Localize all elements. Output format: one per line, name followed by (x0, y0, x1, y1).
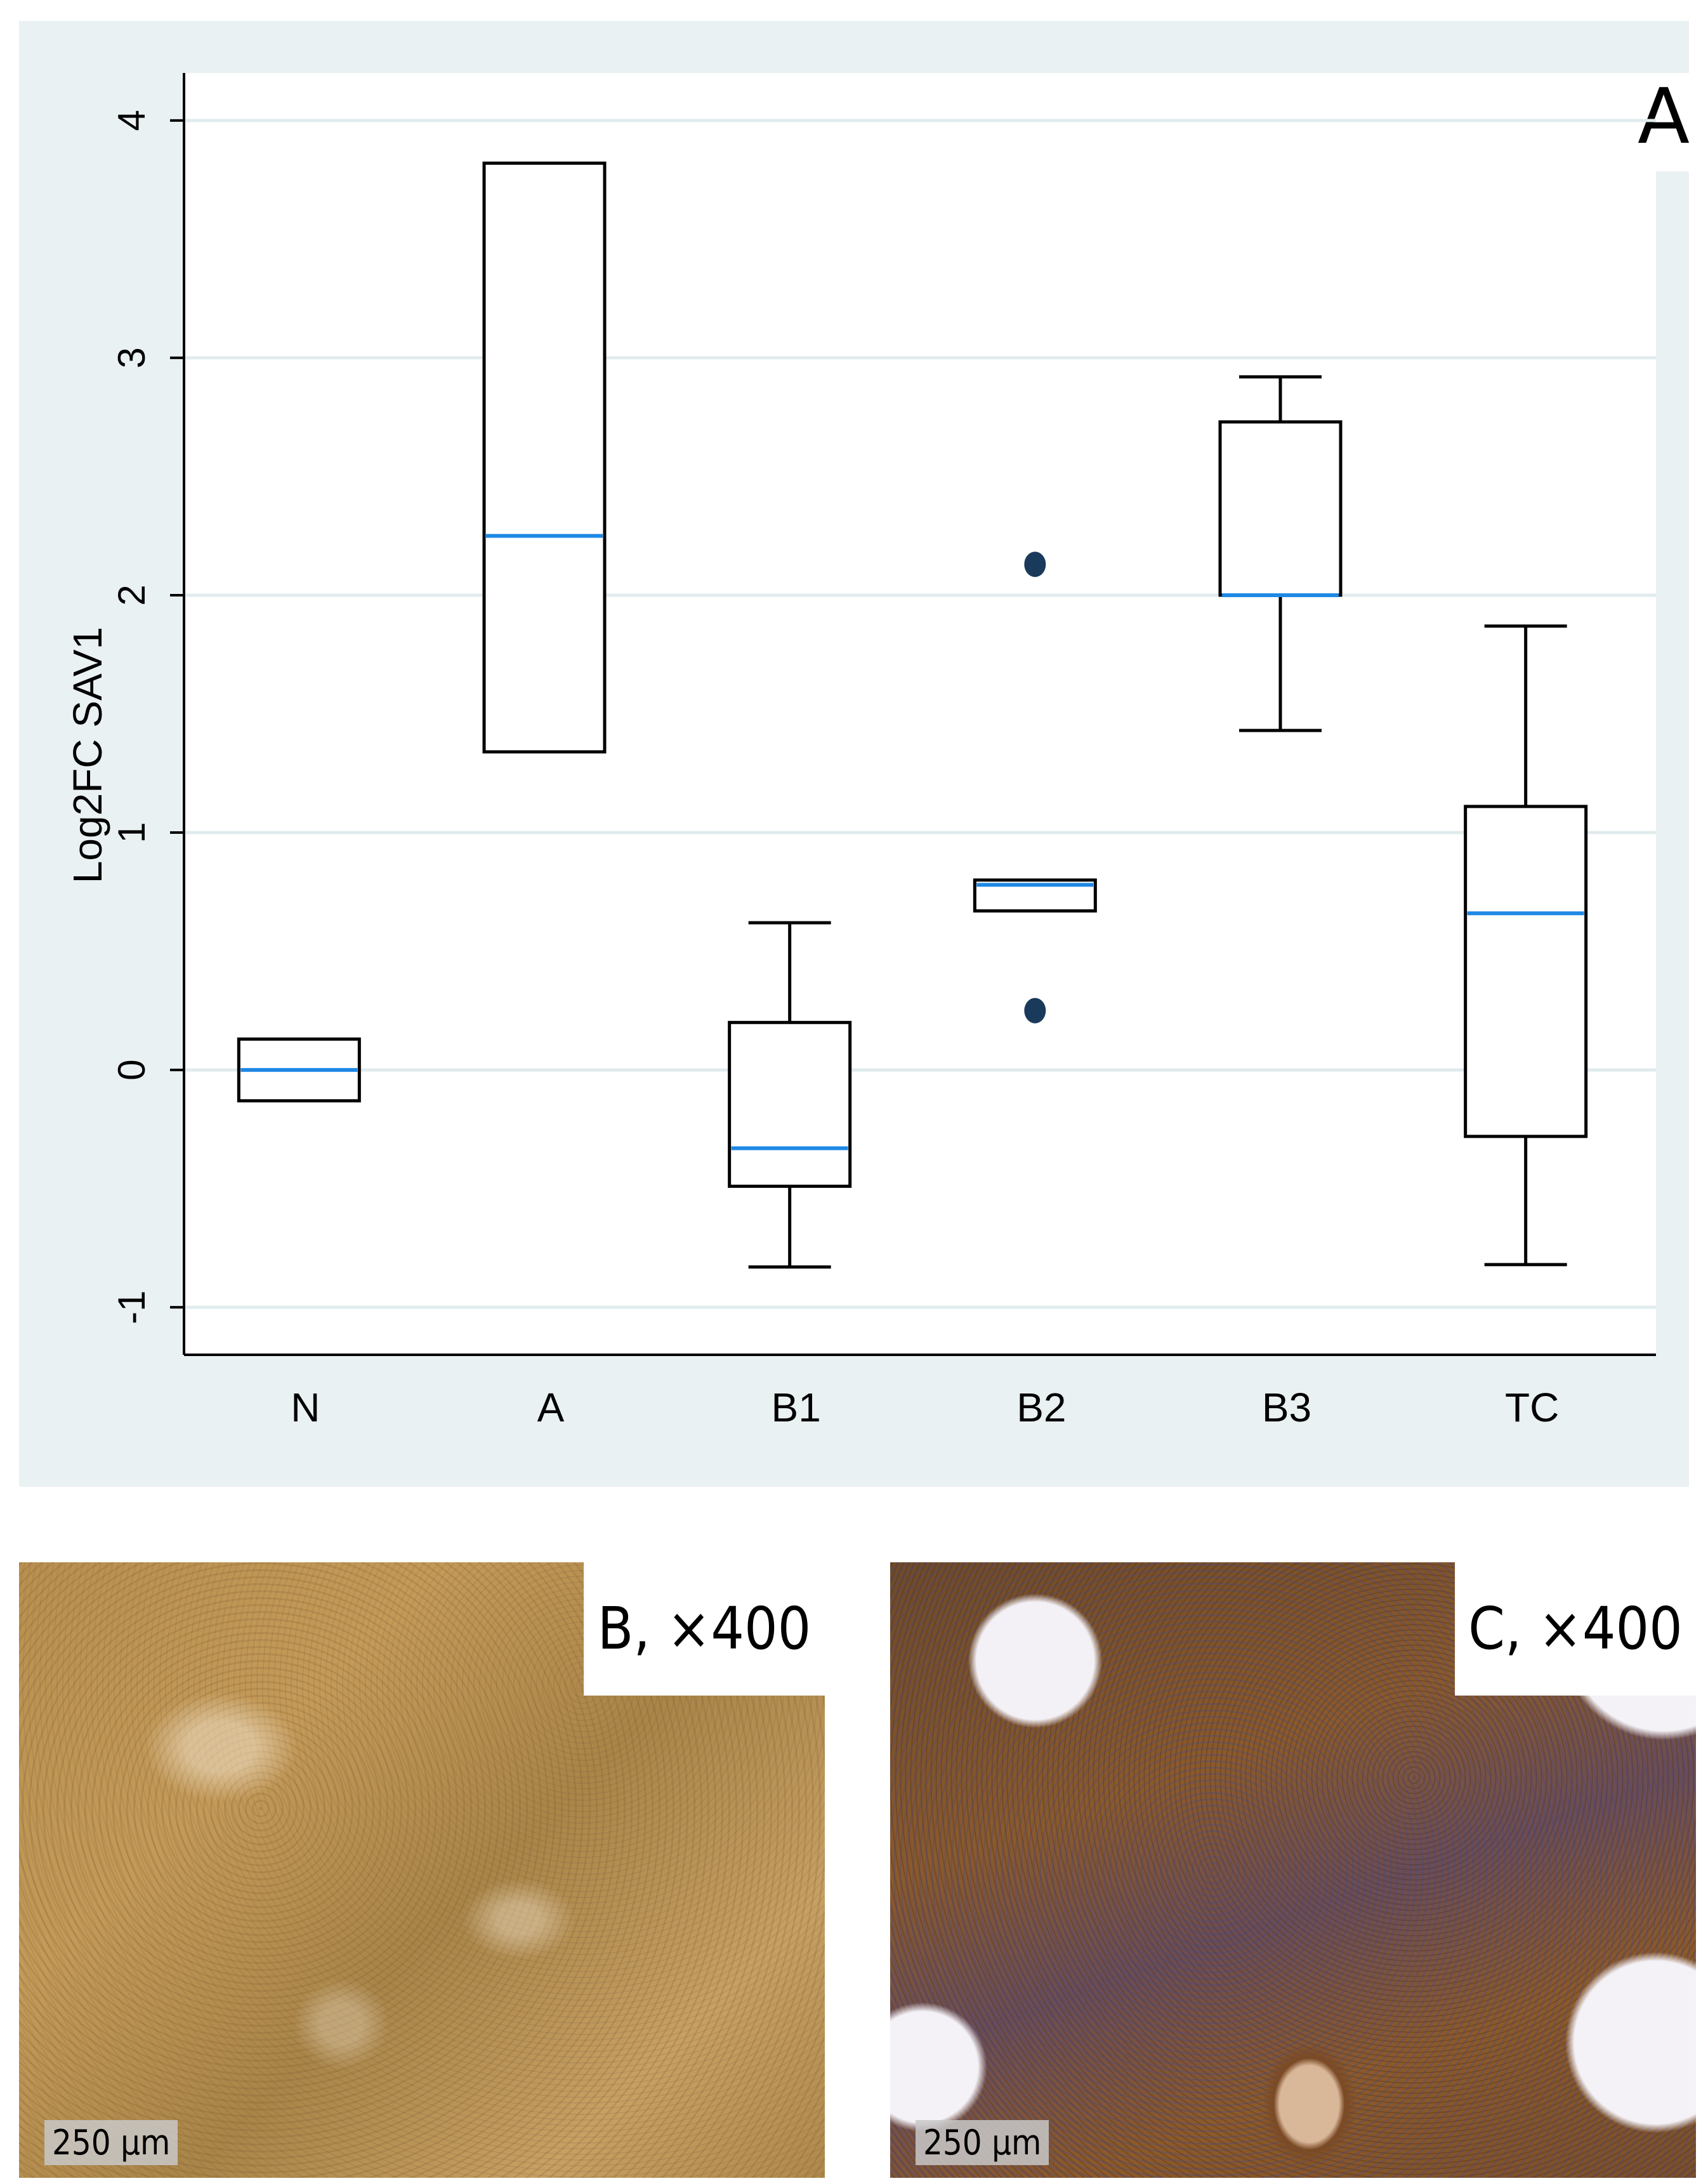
x-tick-label-b2: B2 (1016, 1385, 1066, 1430)
panel-c-scale-bar: 250 µm (916, 2120, 1049, 2165)
boxplots (237, 161, 1588, 1269)
x-tick-label-b3: B3 (1262, 1385, 1311, 1430)
plot-area (184, 73, 1656, 1355)
x-tick-label-n: N (291, 1385, 320, 1430)
micrograph-panel-b: B, ×400 250 µm (19, 1562, 825, 2178)
micrograph-panel-c: C, ×400 250 µm (890, 1562, 1696, 2178)
iqr-box (482, 161, 607, 754)
iqr-box (1464, 805, 1588, 1138)
y-tick-labels: -1 0 1 2 3 4 (110, 110, 184, 1324)
panel-a-label-box (1608, 73, 1694, 171)
y-tick-label: 0 (110, 1059, 153, 1080)
iqr-box (728, 1020, 852, 1188)
panel-c-label: C, ×400 (1455, 1562, 1696, 1696)
box-a (482, 161, 607, 754)
y-tick-label: 4 (110, 110, 153, 131)
x-tick-label-a: A (537, 1385, 565, 1430)
iqr-box (1218, 420, 1343, 597)
box-b2 (973, 551, 1097, 1024)
x-tick-label-b1: B1 (772, 1385, 821, 1430)
x-tick-label-tc: TC (1505, 1385, 1559, 1430)
panel-b-scale-bar: 250 µm (44, 2120, 178, 2165)
box-b1 (728, 921, 852, 1269)
y-tick-label: -1 (110, 1291, 153, 1324)
y-tick-label: 3 (110, 347, 153, 368)
box-tc (1464, 624, 1588, 1267)
box-n (237, 1037, 361, 1103)
outlier-point (1024, 551, 1046, 577)
panel-b-label: B, ×400 (584, 1562, 825, 1696)
gridlines (184, 119, 1656, 1309)
panel-a-label: A (1638, 73, 1690, 161)
x-tick-labels: N A B1 B2 B3 TC (291, 1385, 1559, 1430)
outlier-point (1024, 998, 1046, 1024)
box-b3 (1218, 375, 1343, 732)
y-tick-label: 1 (110, 822, 153, 843)
y-tick-label: 2 (110, 584, 153, 605)
y-axis-label: Log2FC SAV1 (65, 627, 110, 883)
